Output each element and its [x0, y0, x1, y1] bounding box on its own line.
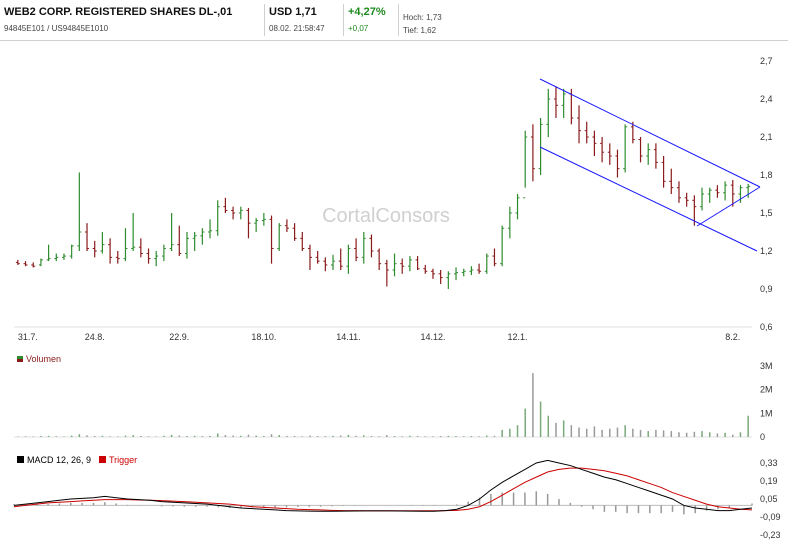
- price-cell: USD 1,71 08.02. 21:58:47: [265, 4, 344, 36]
- volume-legend: Volumen: [26, 354, 61, 364]
- x-axis-tick-label: 8.2.: [725, 332, 740, 342]
- macd-legend-swatch: [17, 456, 24, 463]
- volume-y-tick-label: 2M: [760, 385, 773, 395]
- price-y-tick-label: 2,1: [760, 132, 773, 142]
- x-axis-tick-label: 14.11.: [336, 332, 360, 342]
- x-axis-tick-label: 24.8.: [85, 332, 105, 342]
- price-y-tick-label: 2,4: [760, 94, 773, 104]
- header-divider: [0, 40, 788, 41]
- trigger-line: [13, 467, 753, 512]
- channel-lower-line: [539, 146, 758, 252]
- macd-y-tick-label: 0,19: [760, 476, 778, 486]
- trigger-legend: Trigger: [109, 455, 137, 465]
- volume-y-tick-label: 3M: [760, 361, 773, 371]
- watermark: CortalConsors: [322, 205, 450, 227]
- change-percent: +4,27%: [348, 6, 386, 18]
- x-axis-tick-label: 18.10.: [251, 332, 276, 342]
- instrument-name: WEB2 CORP. REGISTERED SHARES DL-,01: [4, 6, 233, 18]
- macd-y-tick-label: -0,09: [760, 512, 781, 522]
- price-y-tick-label: 1,8: [760, 170, 773, 180]
- quote-header: WEB2 CORP. REGISTERED SHARES DL-,01 9484…: [0, 0, 788, 38]
- trigger-legend-swatch: [99, 456, 106, 463]
- price-y-tick-label: 1,2: [760, 246, 773, 256]
- macd-line: [13, 459, 753, 512]
- change-absolute: +0,07: [348, 24, 369, 33]
- x-axis-tick-label: 12.1.: [508, 332, 528, 342]
- low-value: Tief: 1,62: [403, 26, 437, 35]
- volume-legend-swatch-down: [17, 359, 23, 362]
- macd-y-tick-label: 0,05: [760, 494, 778, 504]
- price-y-tick-label: 2,7: [760, 56, 773, 66]
- volume-y-tick-label: 1M: [760, 408, 773, 418]
- change-cell: +4,27% +0,07: [344, 4, 399, 36]
- x-axis-tick-label: 22.9.: [169, 332, 189, 342]
- x-axis-tick-label: 14.12.: [420, 332, 445, 342]
- price-y-tick-label: 1,5: [760, 208, 773, 218]
- price-datetime: 08.02. 21:58:47: [269, 24, 325, 33]
- price-y-tick-label: 0,9: [760, 284, 773, 294]
- high-value: Hoch: 1,73: [403, 13, 442, 22]
- channel-upper-line: [539, 78, 761, 188]
- volume-y-tick-label: 0: [760, 432, 765, 442]
- last-price: USD 1,71: [269, 6, 317, 18]
- range-cell: Hoch: 1,73 Tief: 1,62: [399, 4, 519, 36]
- macd-legend: MACD 12, 26, 9: [27, 455, 91, 465]
- macd-y-tick-label: 0,33: [760, 458, 778, 468]
- macd-y-tick-label: -0,23: [760, 530, 781, 540]
- instrument-cell: WEB2 CORP. REGISTERED SHARES DL-,01 9484…: [0, 4, 265, 36]
- instrument-ids: 94845E101 / US94845E1010: [4, 24, 109, 33]
- support-line: [696, 186, 761, 227]
- x-axis-tick-label: 31.7.: [18, 332, 38, 342]
- price-y-tick-label: 0,6: [760, 322, 773, 332]
